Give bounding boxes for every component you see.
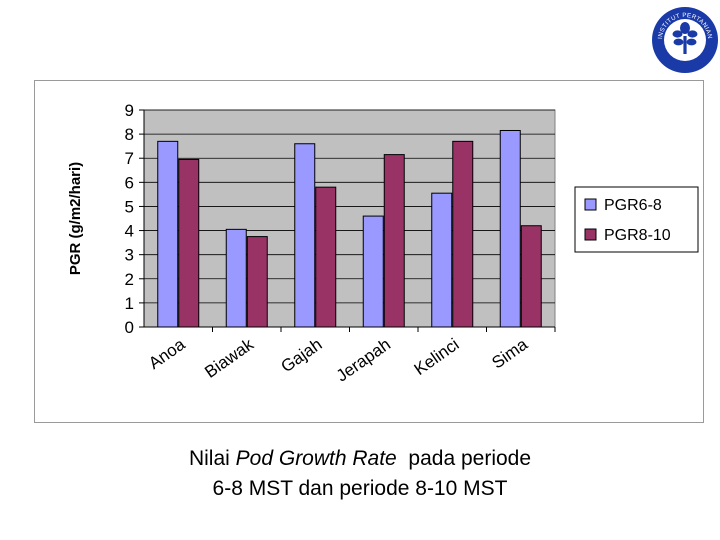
x-tick-label: Biawak xyxy=(201,334,257,381)
institution-logo-icon: INSTITUT PERTANIAN BOGOR xyxy=(652,7,718,73)
x-tick-label: Jerapah xyxy=(333,335,394,386)
x-tick-label: Anoa xyxy=(145,334,189,373)
x-tick-label: Sima xyxy=(488,334,531,372)
y-tick-label: 5 xyxy=(125,197,134,216)
y-axis-title: PGR (g/m2/hari) xyxy=(67,162,84,275)
legend-swatch xyxy=(584,228,597,241)
logo-tree-icon xyxy=(672,22,698,54)
logo-bottom-text: BOGOR xyxy=(673,53,697,62)
bar xyxy=(431,192,453,328)
y-tick-label: 4 xyxy=(125,222,134,241)
bar xyxy=(452,140,474,328)
bar xyxy=(383,154,405,328)
bar xyxy=(520,225,542,328)
bar xyxy=(362,215,384,328)
bar xyxy=(315,186,337,328)
bar-chart: 0 1 2 3 4 5 6 7 8 9 Anoa Biawak Gajah Jerapah Kelinci S… xyxy=(67,101,699,386)
chart-caption: Nilai Pod Growth Rate pada periode 6-8 M… xyxy=(0,444,720,504)
bar xyxy=(178,158,200,328)
y-tick-label: 9 xyxy=(125,101,134,120)
caption-line-1: Nilai Pod Growth Rate pada periode xyxy=(0,444,720,474)
caption-italic-term: Pod Growth Rate xyxy=(235,447,397,470)
caption-line-2: 6-8 MST dan periode 8-10 MST xyxy=(212,477,508,500)
caption-text-after: pada periode xyxy=(396,447,532,470)
y-tick-label: 1 xyxy=(125,294,134,313)
legend-label: PGR6-8 xyxy=(604,197,662,214)
plot-area xyxy=(143,109,556,328)
y-tick-label: 3 xyxy=(125,246,134,265)
bar xyxy=(246,236,268,328)
x-tick-label: Gajah xyxy=(277,335,325,377)
legend-label: PGR8-10 xyxy=(604,227,671,244)
bar xyxy=(294,143,316,328)
y-tick-label: 0 xyxy=(125,318,134,337)
chart-container: 0 1 2 3 4 5 6 7 8 9 Anoa Biawak Gajah Jerapah Kelinci S… xyxy=(34,80,704,423)
legend-box xyxy=(574,186,699,253)
x-tick-label: Kelinci xyxy=(411,335,463,379)
legend-swatch xyxy=(584,198,597,211)
bar xyxy=(225,228,247,328)
y-tick-label: 7 xyxy=(125,149,134,168)
y-tick-label: 6 xyxy=(125,173,134,192)
y-tick-label: 2 xyxy=(125,270,134,289)
bar xyxy=(499,129,521,328)
caption-text-before: Nilai xyxy=(188,447,236,470)
y-tick-label: 8 xyxy=(125,125,134,144)
bar xyxy=(157,140,179,328)
